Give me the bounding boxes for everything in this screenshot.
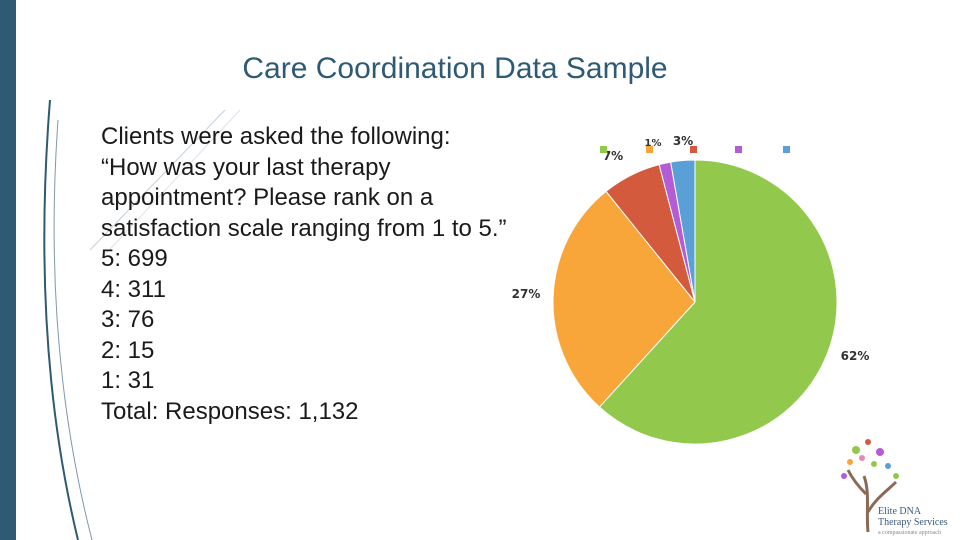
- survey-question: “How was your last therapy appointment? …: [101, 153, 507, 242]
- pie-slice-62pct: [598, 159, 838, 445]
- pie-label-3pct: 3%: [673, 134, 693, 148]
- legend-marker-2: [646, 146, 653, 153]
- total-responses: Total: Responses: 1,132: [101, 397, 359, 425]
- survey-intro: Clients were asked the following:: [101, 123, 451, 150]
- count-rating-2: 2: 15: [101, 336, 155, 364]
- pie-label-62pct: 62%: [841, 349, 870, 363]
- decorative-lines: [43, 99, 241, 540]
- pie-label-27pct: 27%: [512, 287, 541, 301]
- survey-text: Clients were asked the following: “How w…: [101, 122, 541, 427]
- pie-slice-3pct: [670, 159, 696, 303]
- logo-name: Elite DNA Therapy Services: [878, 506, 948, 528]
- slide-title: Care Coordination Data Sample: [242, 52, 668, 85]
- legend-marker-1: [600, 146, 607, 153]
- legend-marker-3: [690, 146, 697, 153]
- elite-dna-tree-logo-icon: [841, 439, 899, 533]
- count-rating-3: 3: 76: [101, 306, 155, 333]
- count-rating-4: 4: 311: [101, 275, 166, 303]
- legend-marker-4: [735, 146, 742, 153]
- pie-label-7pct: 7%: [603, 149, 623, 163]
- pie-slice-27pct: [552, 190, 696, 408]
- count-rating-5: 5: 699: [101, 245, 168, 272]
- left-accent-bar: [0, 0, 16, 540]
- pie-label-1pct: 1%: [645, 138, 662, 149]
- logo-tagline: a compassionate approach: [878, 530, 941, 536]
- legend-marker-5: [783, 146, 790, 153]
- count-rating-1: 1: 31: [101, 367, 155, 394]
- satisfaction-pie-chart: 62% 27% 7% 1% 3%: [512, 134, 870, 445]
